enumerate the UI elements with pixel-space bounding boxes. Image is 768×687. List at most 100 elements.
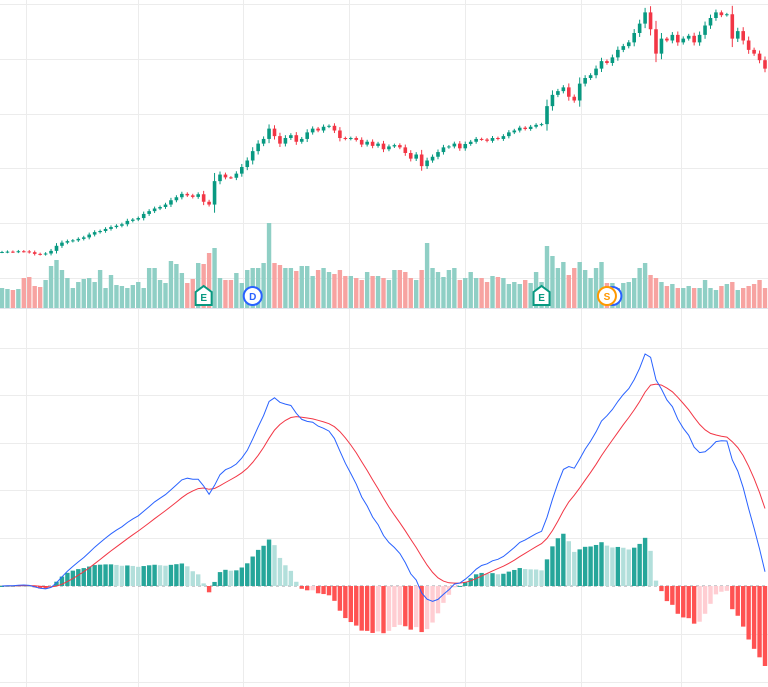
histogram-bar: [288, 570, 294, 586]
histogram-bar: [512, 569, 517, 586]
volume-bar: [16, 289, 21, 308]
volume-bar: [136, 282, 141, 308]
candle-body: [556, 91, 560, 95]
candle-body: [332, 125, 337, 131]
candle-body: [686, 35, 691, 39]
volume-bar: [261, 263, 266, 308]
volume-bars: [0, 223, 768, 308]
volume-bar: [70, 288, 76, 308]
volume-bar: [512, 282, 517, 308]
histogram-bar: [561, 533, 566, 586]
histogram-bar: [223, 569, 228, 586]
histogram-bar: [364, 586, 370, 631]
event-marker-dividend[interactable]: D: [242, 286, 263, 306]
candle-body: [120, 224, 124, 226]
candle-body: [719, 12, 724, 16]
volume-bar: [550, 256, 555, 308]
volume-bar: [92, 282, 97, 308]
event-marker-earnings[interactable]: E: [532, 284, 551, 306]
histogram-bar: [239, 567, 244, 586]
volume-bar: [157, 280, 163, 308]
histogram-bar: [250, 556, 255, 586]
candle-body: [474, 138, 478, 142]
histogram-bar: [468, 578, 473, 586]
candle-body: [49, 250, 53, 254]
volume-bar: [228, 280, 234, 308]
candle-body: [190, 195, 195, 197]
volume-bar: [762, 288, 768, 308]
event-marker-earnings[interactable]: E: [194, 284, 213, 306]
volume-bar: [332, 274, 337, 308]
volume-bar: [691, 288, 697, 308]
candle-body: [125, 220, 130, 225]
volume-bar: [315, 270, 321, 308]
candle-body: [43, 253, 48, 255]
histogram-bar: [430, 586, 435, 623]
volume-bar: [266, 223, 272, 308]
candle-body: [490, 138, 495, 141]
histogram-bar: [533, 569, 539, 586]
volume-bar: [719, 286, 724, 308]
histogram-bar: [185, 566, 190, 586]
histogram-bar: [577, 549, 582, 586]
volume-bar: [566, 275, 571, 308]
candle-body: [338, 130, 342, 138]
candle-body: [207, 201, 211, 205]
candle-body: [507, 132, 511, 137]
candle-body: [60, 242, 64, 246]
candle-body: [626, 42, 631, 47]
candle-body: [359, 139, 364, 145]
histogram-bar: [326, 586, 332, 596]
candle-body: [567, 87, 571, 97]
candle-body: [71, 240, 75, 242]
candle-body: [583, 78, 587, 84]
candle-body: [65, 241, 70, 243]
candle-body: [425, 160, 429, 167]
candle-body: [54, 245, 59, 251]
histogram-bar: [501, 573, 506, 586]
candle-body: [681, 38, 686, 43]
histogram-bar: [523, 569, 528, 586]
candle-body: [223, 174, 228, 178]
histogram-bar: [473, 574, 479, 586]
volume-bar: [659, 282, 664, 308]
histogram-bar: [65, 572, 70, 586]
histogram-bar: [452, 586, 457, 588]
histogram-bar: [697, 586, 702, 622]
volume-bar: [632, 278, 637, 308]
candle-body: [299, 138, 304, 142]
volume-bar: [364, 272, 370, 308]
volume-bar: [457, 280, 462, 308]
candle-body: [250, 151, 255, 161]
volume-bar: [523, 280, 528, 308]
candle-body: [158, 207, 162, 209]
volume-bar: [473, 278, 479, 308]
histogram-bar: [681, 586, 686, 618]
histogram-bar: [190, 571, 195, 586]
volume-bar: [386, 280, 392, 308]
histogram-bar: [277, 557, 283, 586]
candle-body: [229, 177, 233, 179]
candle-body: [430, 156, 435, 161]
volume-bar: [103, 288, 108, 308]
volume-bar: [32, 286, 37, 308]
candle-body: [616, 49, 620, 58]
volume-bar: [43, 280, 48, 308]
histogram-bar: [670, 586, 675, 605]
histogram-bar: [735, 586, 740, 616]
volume-bar: [528, 283, 533, 308]
candle-body: [676, 34, 680, 43]
volume-bar: [305, 266, 310, 308]
volume-bar: [321, 268, 326, 308]
candle-body: [392, 145, 397, 147]
candle-body: [665, 38, 669, 41]
candle-body: [92, 232, 97, 235]
histogram-bar: [81, 568, 86, 586]
volume-bar: [430, 268, 435, 308]
volume-bar: [642, 263, 648, 308]
event-markers[interactable]: EDEDS: [194, 284, 623, 306]
event-marker-split[interactable]: S: [596, 286, 617, 306]
candle-body: [746, 40, 751, 50]
volume-bar: [381, 278, 386, 308]
